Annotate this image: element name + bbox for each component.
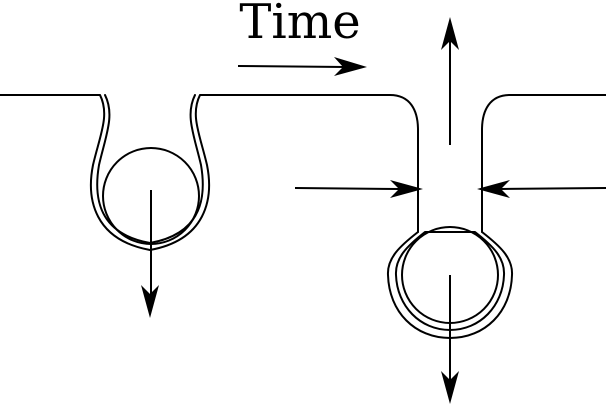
down-arrow-1 xyxy=(141,190,159,318)
bud-stage-2 xyxy=(294,17,606,404)
membrane-surface xyxy=(0,94,606,339)
time-label: Time xyxy=(239,0,360,50)
inward-arrow-left xyxy=(294,180,423,198)
time-direction-arrow xyxy=(237,57,367,76)
up-arrow xyxy=(441,17,459,145)
bud-stage-1 xyxy=(96,94,204,318)
inward-arrow-right xyxy=(477,180,606,198)
down-arrow-2 xyxy=(441,275,459,404)
